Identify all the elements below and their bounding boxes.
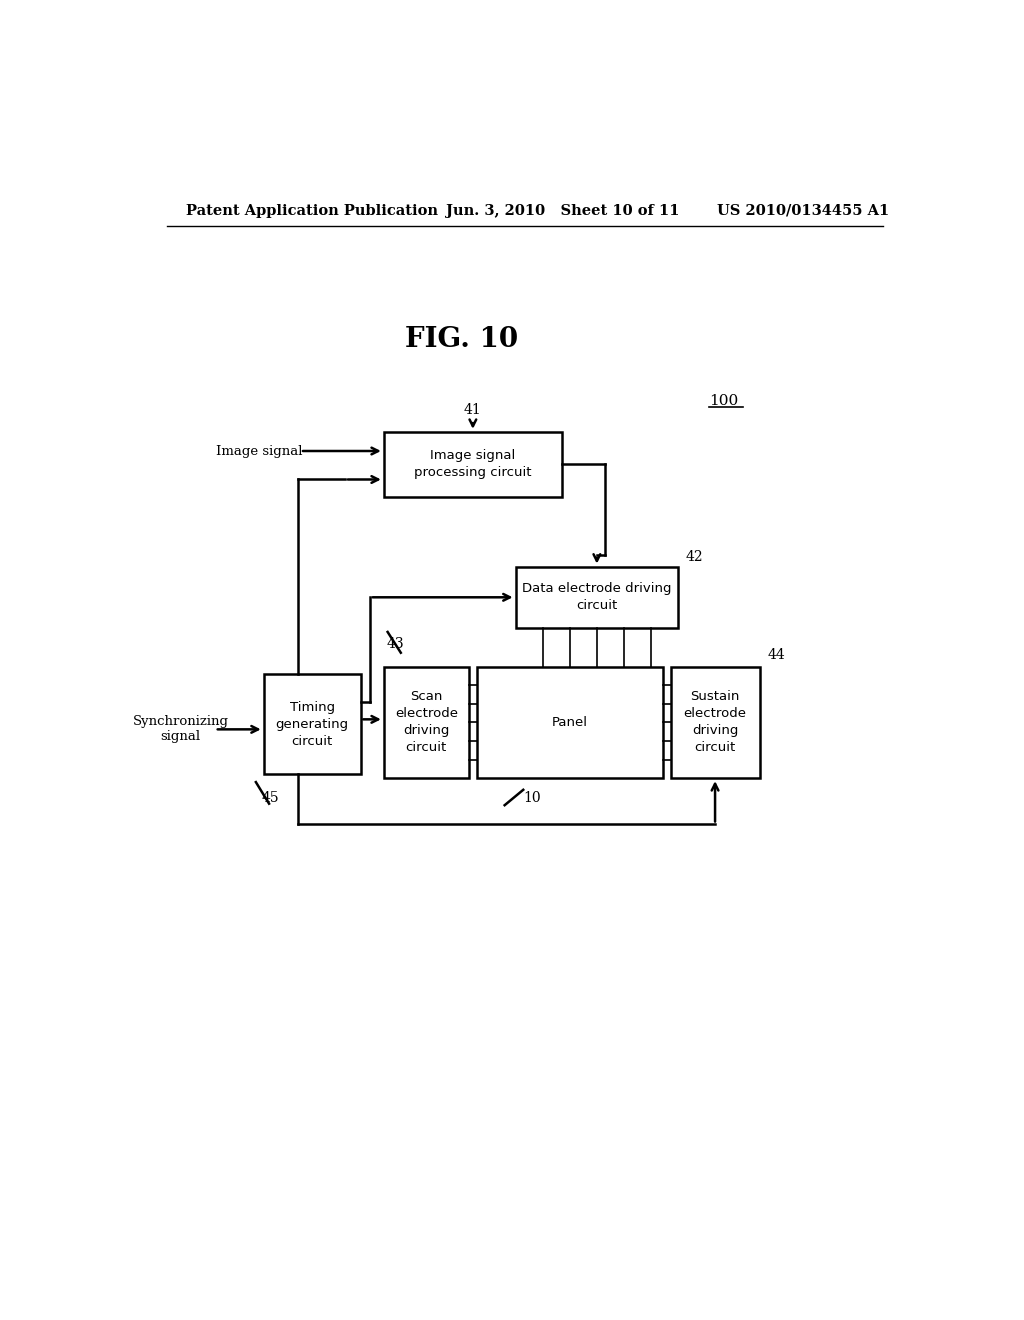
Text: 10: 10 [523, 791, 542, 804]
Bar [671, 667, 760, 779]
Text: 42: 42 [686, 550, 703, 564]
Text: 100: 100 [710, 393, 738, 408]
Bar [384, 667, 469, 779]
Text: 41: 41 [464, 403, 481, 417]
Text: Timing
generating
circuit: Timing generating circuit [275, 701, 348, 748]
Bar [263, 675, 360, 775]
Text: Image signal
processing circuit: Image signal processing circuit [414, 450, 531, 479]
Text: Image signal: Image signal [216, 445, 303, 458]
Bar [515, 566, 678, 628]
Text: Data electrode driving
circuit: Data electrode driving circuit [522, 582, 672, 612]
Text: Panel: Panel [552, 715, 588, 729]
Text: 44: 44 [767, 648, 785, 663]
Text: US 2010/0134455 A1: US 2010/0134455 A1 [717, 203, 889, 218]
Text: Jun. 3, 2010   Sheet 10 of 11: Jun. 3, 2010 Sheet 10 of 11 [445, 203, 679, 218]
Text: Patent Application Publication: Patent Application Publication [186, 203, 438, 218]
Text: Sustain
electrode
driving
circuit: Sustain electrode driving circuit [684, 690, 746, 755]
Text: Scan
electrode
driving
circuit: Scan electrode driving circuit [395, 690, 458, 755]
Bar [477, 667, 663, 779]
Text: 45: 45 [261, 791, 279, 804]
Bar [384, 432, 562, 498]
Text: Synchronizing
signal: Synchronizing signal [133, 715, 228, 743]
Text: FIG. 10: FIG. 10 [404, 326, 518, 352]
Text: 43: 43 [387, 636, 404, 651]
